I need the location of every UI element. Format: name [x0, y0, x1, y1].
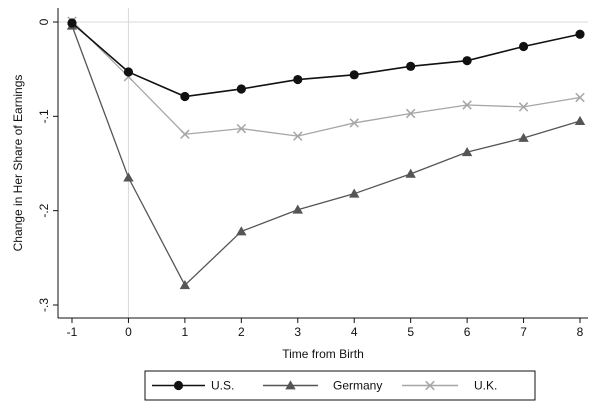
x-tick-label: 6 [464, 325, 471, 339]
legend-marker [173, 380, 184, 391]
legend-label: U.K. [474, 379, 497, 393]
data-point [180, 129, 190, 139]
data-point [123, 172, 134, 182]
legend-box [144, 370, 536, 401]
series-line [71, 22, 581, 98]
x-tick-label: 2 [238, 325, 245, 339]
x-tick-label: 4 [351, 325, 358, 339]
y-tick-label: 0 [37, 18, 51, 25]
data-point [405, 108, 416, 119]
data-point [349, 70, 359, 80]
y-axis-title: Change in Her Share of Earnings [11, 75, 25, 252]
x-tick-label: 8 [577, 325, 584, 339]
data-point [518, 102, 529, 112]
data-point [292, 204, 303, 214]
legend-item: U.K. [402, 379, 497, 393]
data-point [293, 74, 303, 85]
legend-marker [285, 380, 296, 390]
x-tick-label: 3 [294, 325, 301, 339]
data-point [405, 168, 416, 178]
x-tick-label: 1 [182, 325, 189, 339]
series [66, 16, 586, 290]
data-point [575, 29, 585, 39]
x-tick-label: 5 [407, 325, 414, 339]
data-point [349, 188, 360, 198]
data-point [236, 84, 246, 94]
data-point [461, 146, 473, 157]
data-point [236, 123, 247, 134]
data-point [518, 41, 529, 52]
y-tick-label: -.2 [37, 203, 51, 217]
legend-item: U.S. [152, 379, 234, 393]
data-point [293, 131, 303, 141]
data-point [67, 18, 77, 28]
data-point [406, 61, 416, 71]
x-tick-label: -1 [67, 325, 78, 339]
x-tick-label: 7 [520, 325, 527, 339]
x-axis-title: Time from Birth [282, 347, 364, 361]
data-point [518, 132, 529, 142]
series-line [71, 25, 581, 287]
x-tick-label: 0 [125, 325, 132, 339]
reference-lines [58, 8, 588, 318]
series-us [67, 18, 585, 102]
legend-item: Germany [263, 379, 382, 393]
y-tick-label: -.3 [37, 298, 51, 312]
series-line [71, 20, 581, 137]
data-point [462, 100, 472, 110]
legend-marker [425, 380, 435, 391]
data-point [179, 279, 191, 290]
data-point [349, 118, 359, 128]
axes: -1 0 1 2 3 4 5 6 7 8 0 -.1 -.2 -.3 [37, 8, 588, 339]
legend-label: U.S. [211, 379, 234, 393]
legend: U.S. Germany U.K. [144, 370, 536, 401]
data-point [575, 92, 585, 103]
data-point [180, 91, 190, 102]
y-tick-label: -.1 [37, 109, 51, 123]
series-germany [66, 20, 586, 290]
legend-label: Germany [333, 379, 382, 393]
data-point [123, 67, 134, 77]
data-point [574, 115, 586, 125]
data-point [236, 226, 247, 236]
data-point [462, 56, 472, 66]
